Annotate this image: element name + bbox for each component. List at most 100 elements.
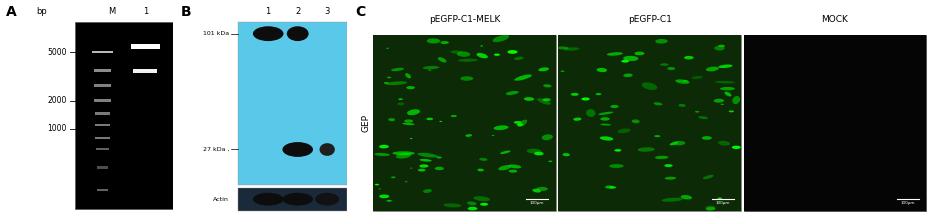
- Ellipse shape: [600, 136, 614, 141]
- Ellipse shape: [404, 119, 413, 123]
- Ellipse shape: [387, 77, 391, 78]
- Ellipse shape: [720, 87, 735, 90]
- Ellipse shape: [493, 54, 500, 56]
- Ellipse shape: [714, 99, 724, 103]
- Ellipse shape: [493, 125, 508, 130]
- Text: A: A: [7, 5, 17, 19]
- Ellipse shape: [388, 118, 395, 121]
- Text: pEGFP-C1-MELK: pEGFP-C1-MELK: [428, 15, 500, 24]
- Ellipse shape: [398, 103, 404, 105]
- Text: 3: 3: [325, 7, 330, 16]
- Ellipse shape: [609, 164, 624, 168]
- Ellipse shape: [428, 70, 431, 71]
- Ellipse shape: [558, 46, 569, 49]
- Ellipse shape: [506, 91, 519, 95]
- Ellipse shape: [718, 198, 722, 199]
- Ellipse shape: [514, 74, 532, 81]
- Ellipse shape: [398, 98, 403, 100]
- Ellipse shape: [479, 158, 488, 161]
- Ellipse shape: [439, 121, 442, 122]
- Ellipse shape: [662, 198, 683, 202]
- Ellipse shape: [537, 98, 551, 105]
- Bar: [94, 99, 111, 102]
- Ellipse shape: [474, 196, 490, 201]
- Ellipse shape: [514, 57, 523, 60]
- Ellipse shape: [703, 175, 713, 179]
- Ellipse shape: [573, 117, 582, 121]
- Ellipse shape: [451, 50, 463, 54]
- Ellipse shape: [562, 153, 570, 156]
- Ellipse shape: [718, 141, 730, 146]
- Ellipse shape: [527, 149, 542, 153]
- Ellipse shape: [611, 105, 619, 108]
- Text: 100μm: 100μm: [901, 201, 915, 205]
- Text: 101 kDa: 101 kDa: [203, 31, 229, 36]
- Ellipse shape: [571, 93, 579, 96]
- Ellipse shape: [607, 52, 623, 56]
- Ellipse shape: [718, 45, 725, 47]
- Ellipse shape: [410, 168, 412, 169]
- Ellipse shape: [407, 109, 420, 115]
- Ellipse shape: [542, 134, 553, 140]
- Ellipse shape: [706, 206, 715, 210]
- Ellipse shape: [543, 84, 551, 88]
- Ellipse shape: [492, 35, 509, 42]
- Ellipse shape: [614, 149, 621, 152]
- Text: Actin: Actin: [213, 197, 229, 202]
- Ellipse shape: [635, 52, 644, 55]
- Ellipse shape: [655, 39, 668, 44]
- Ellipse shape: [374, 153, 390, 156]
- Ellipse shape: [724, 92, 732, 97]
- Ellipse shape: [623, 73, 633, 77]
- Text: 1: 1: [265, 7, 271, 16]
- Ellipse shape: [517, 123, 523, 126]
- Ellipse shape: [654, 135, 660, 137]
- Bar: [559, 35, 741, 211]
- Bar: [94, 84, 111, 87]
- Text: MOCK: MOCK: [821, 15, 848, 24]
- Ellipse shape: [548, 160, 552, 162]
- Text: M: M: [109, 7, 115, 16]
- Ellipse shape: [679, 104, 686, 107]
- Ellipse shape: [623, 56, 639, 61]
- Ellipse shape: [406, 86, 415, 89]
- Bar: [95, 137, 110, 139]
- Ellipse shape: [534, 152, 544, 155]
- Ellipse shape: [702, 136, 712, 140]
- Ellipse shape: [253, 26, 284, 41]
- Ellipse shape: [391, 177, 396, 178]
- Ellipse shape: [660, 63, 668, 66]
- Ellipse shape: [729, 110, 734, 112]
- Ellipse shape: [715, 81, 735, 83]
- Bar: [95, 112, 110, 115]
- Ellipse shape: [466, 134, 472, 137]
- Ellipse shape: [375, 184, 379, 185]
- Ellipse shape: [698, 116, 708, 119]
- Bar: [373, 35, 556, 211]
- Ellipse shape: [673, 141, 685, 146]
- Bar: [96, 148, 109, 150]
- Ellipse shape: [478, 169, 484, 171]
- Text: pEGFP-C1: pEGFP-C1: [627, 15, 671, 24]
- Bar: [237, 22, 347, 185]
- Ellipse shape: [392, 151, 415, 155]
- Ellipse shape: [587, 109, 596, 117]
- Ellipse shape: [458, 59, 478, 62]
- Ellipse shape: [599, 112, 614, 115]
- Bar: [559, 35, 741, 211]
- Ellipse shape: [669, 142, 678, 145]
- Ellipse shape: [560, 71, 564, 72]
- Text: GEP: GEP: [361, 114, 371, 132]
- Ellipse shape: [461, 76, 473, 81]
- Ellipse shape: [668, 67, 675, 70]
- Bar: [237, 187, 347, 211]
- Ellipse shape: [631, 119, 640, 123]
- Text: B: B: [181, 5, 191, 19]
- Ellipse shape: [379, 195, 389, 198]
- Ellipse shape: [684, 56, 694, 59]
- Ellipse shape: [733, 96, 740, 104]
- Ellipse shape: [379, 145, 389, 148]
- Ellipse shape: [467, 207, 478, 210]
- Ellipse shape: [420, 159, 432, 162]
- Ellipse shape: [316, 193, 339, 205]
